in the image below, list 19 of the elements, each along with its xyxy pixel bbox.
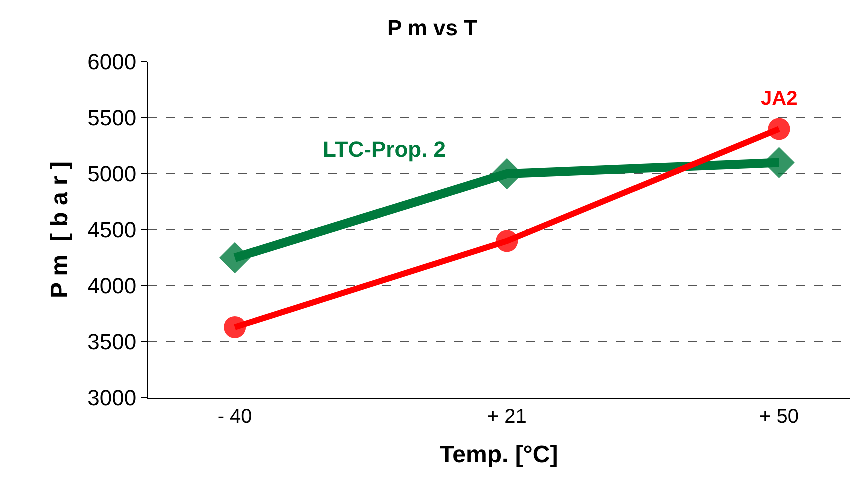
point (496, 230, 518, 252)
x-tick-label: + 50 (760, 406, 799, 428)
y-tick-label: 4000 (88, 274, 137, 299)
point (219, 242, 251, 274)
y-tick-label: 5500 (88, 106, 137, 131)
y-tick-label: 6000 (88, 50, 137, 75)
y-tick-label: 5000 (88, 162, 137, 187)
chart-title: P m vs T (387, 15, 478, 40)
series-label: LTC-Prop. 2 (323, 137, 446, 162)
y-axis-title: P m [ b a r ] (46, 162, 74, 298)
series-label: JA2 (761, 88, 798, 110)
x-axis-title: Temp. [°C] (440, 441, 558, 468)
y-tick-label: 4500 (88, 218, 137, 243)
point (224, 316, 246, 338)
point (768, 118, 790, 140)
y-tick-label: 3000 (88, 386, 137, 411)
x-tick-label: + 21 (487, 406, 527, 428)
y-tick-label: 3500 (88, 330, 137, 355)
x-tick-label: - 40 (218, 406, 252, 428)
